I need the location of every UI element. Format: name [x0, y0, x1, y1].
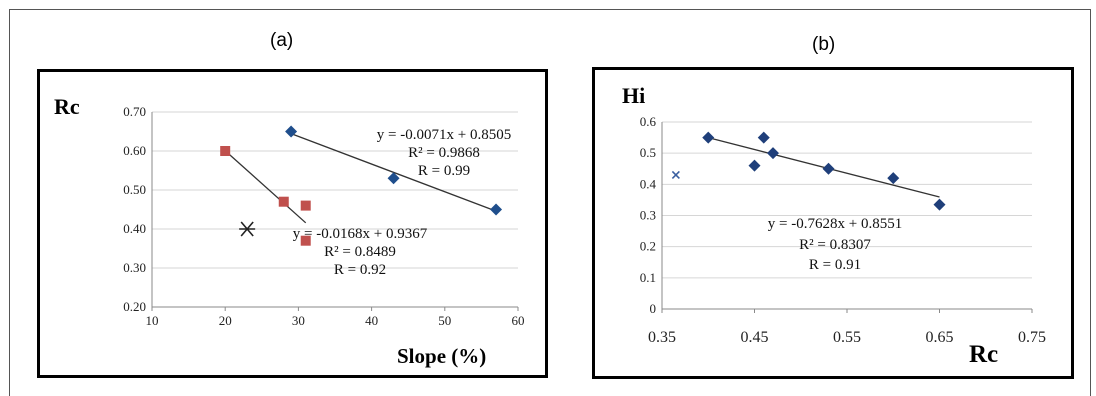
- figure-frame: [9, 9, 1091, 396]
- chart-a-box: 0.20 0.30 0.40 0.50 0.60 0.70 10 20 30 40 50 60 y = …: [37, 69, 548, 378]
- y-tick-label: 0.1: [640, 270, 656, 285]
- x-tick-label: 0.35: [648, 329, 676, 346]
- data-point-square: [278, 196, 289, 207]
- data-point-square: [220, 146, 231, 156]
- data-point-diamond: [702, 131, 715, 144]
- x-tick-label: 20: [219, 313, 232, 328]
- x-stroke: [671, 170, 680, 180]
- star-stroke: [240, 221, 254, 237]
- y-tick-label: 0.4: [640, 176, 657, 191]
- data-point-diamond: [748, 159, 761, 172]
- trendline-equation: R = 0.91: [809, 257, 861, 273]
- trendline: [224, 150, 307, 224]
- x-axis-title: Slope (%): [397, 344, 486, 368]
- x-axis-title: Rc: [969, 341, 998, 368]
- data-point-diamond: [887, 172, 900, 185]
- y-tick-label: 0.5: [640, 145, 656, 160]
- chart-b-box: 0 0.1 0.2 0.3 0.4 0.5 0.6 0.35 0.45 0.55 0.65 0.75 y…: [592, 67, 1074, 379]
- trendline-equation: y = -0.0168x + 0.9367: [293, 226, 428, 242]
- x-tick-label: 60: [512, 313, 525, 328]
- data-point-square: [300, 200, 311, 211]
- y-tick-label: 0.50: [123, 182, 146, 197]
- data-point-star: [239, 221, 256, 237]
- y-tick-label: 0.60: [123, 143, 146, 158]
- x-tick-label: 30: [292, 313, 305, 328]
- panel-label-b: (b): [812, 34, 836, 55]
- y-tick-label: 0.70: [123, 104, 146, 119]
- data-point-diamond: [933, 198, 946, 211]
- data-point-diamond: [757, 131, 770, 144]
- y-axis-title: Rc: [54, 94, 80, 119]
- y-tick-label: 0.6: [640, 114, 657, 129]
- y-tick-label: 0.30: [123, 260, 146, 275]
- x-tick-label: 10: [146, 313, 159, 328]
- data-point-x: [671, 170, 680, 180]
- trendline-equation: y = -0.7628x + 0.8551: [768, 216, 902, 232]
- y-tick-label: 0.20: [123, 299, 146, 314]
- y-tick-label: 0: [650, 301, 657, 316]
- data-point-diamond: [285, 125, 298, 138]
- y-tick-label: 0.2: [640, 239, 656, 254]
- trendline-equation: R² = 0.9868: [408, 145, 480, 161]
- trendline-equation: R² = 0.8307: [799, 237, 871, 253]
- data-point-diamond: [387, 172, 400, 185]
- y-axis-title: Hi: [622, 83, 645, 108]
- x-tick-label: 50: [438, 313, 451, 328]
- x-tick-label: 0.65: [926, 329, 954, 346]
- x-tick-label: 0.75: [1018, 329, 1046, 346]
- trendline-equation: y = -0.0071x + 0.8505: [377, 127, 511, 143]
- y-tick-label: 0.3: [640, 208, 656, 223]
- panel-label-a: (a): [270, 30, 294, 51]
- chart-b: 0 0.1 0.2 0.3 0.4 0.5 0.6 0.35 0.45 0.55 0.65 0.75 y…: [622, 83, 1046, 368]
- trendline: [708, 136, 940, 198]
- data-point-diamond: [822, 162, 835, 175]
- chart-a: 0.20 0.30 0.40 0.50 0.60 0.70 10 20 30 40 50 60 y = …: [54, 94, 525, 368]
- data-point-square: [300, 235, 311, 246]
- y-tick-label: 0.40: [123, 221, 146, 236]
- trendline-equation: R = 0.92: [334, 262, 386, 278]
- trendline-equation: R = 0.99: [418, 163, 470, 179]
- data-point-diamond: [767, 147, 779, 160]
- trendline-equation: R² = 0.8489: [324, 244, 396, 260]
- x-tick-label: 0.45: [741, 329, 769, 346]
- x-tick-label: 0.55: [833, 329, 861, 346]
- data-point-diamond: [490, 203, 503, 216]
- x-tick-label: 40: [365, 313, 378, 328]
